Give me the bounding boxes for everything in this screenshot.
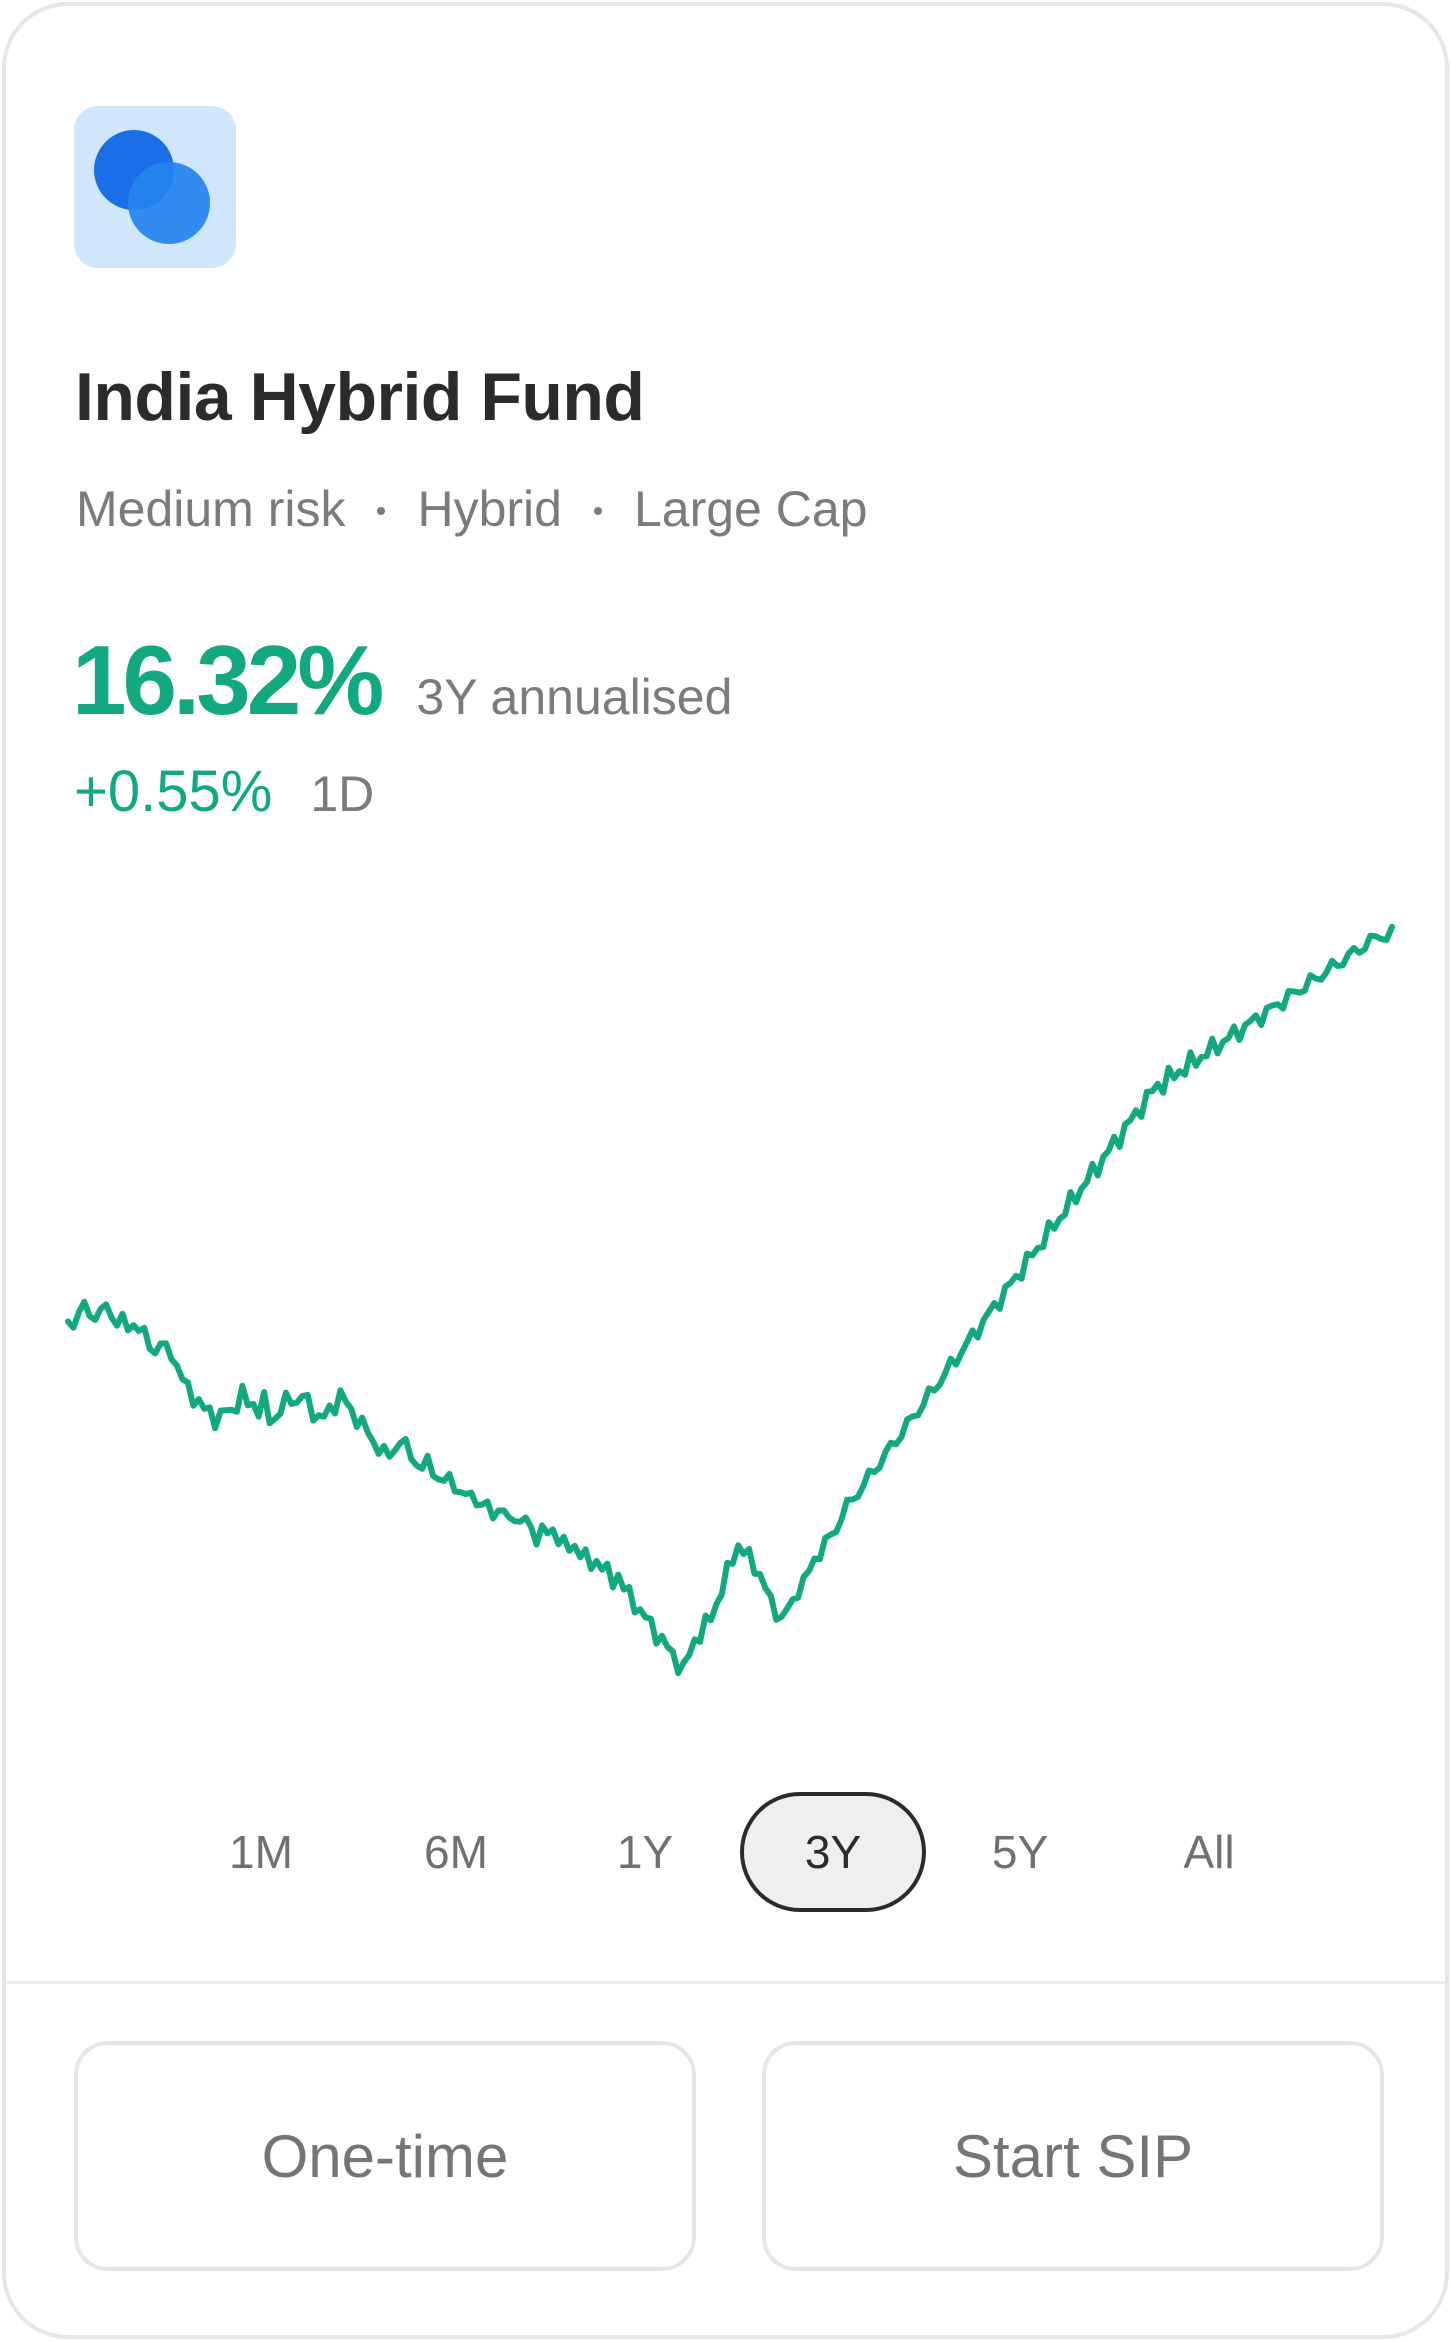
cap-tag: Large Cap <box>633 481 868 537</box>
category-tag: Hybrid <box>417 481 562 537</box>
annualised-return-label: 3Y annualised <box>416 669 733 725</box>
fund-logo-icon <box>74 106 236 268</box>
performance-chart <box>6 6 1445 2335</box>
actions-divider <box>6 1981 1445 1984</box>
range-tab-5y[interactable]: 5Y <box>991 1826 1049 1878</box>
separator-dot-icon <box>377 507 386 515</box>
annualised-return-value: 16.32% <box>72 625 384 735</box>
risk-tag: Medium risk <box>76 481 346 537</box>
fund-name: India Hybrid Fund <box>75 359 645 435</box>
range-tab-3y[interactable]: 3Y <box>740 1792 926 1912</box>
performance-line-chart <box>65 923 1395 1677</box>
range-tab-1m[interactable]: 1M <box>229 1826 293 1878</box>
annualised-return: 16.32% 3Y annualised <box>72 624 732 737</box>
day-change: +0.55% 1D <box>74 758 374 825</box>
time-range-selector: 1M 6M 1Y 3Y 5Y All <box>6 1792 1445 1912</box>
day-change-value: +0.55% <box>74 759 273 824</box>
separator-dot-icon <box>593 507 602 515</box>
series-line <box>65 923 1395 1677</box>
one-time-button[interactable]: One-time <box>74 2041 696 2271</box>
day-change-label: 1D <box>310 766 375 822</box>
range-tab-1y[interactable]: 1Y <box>616 1826 674 1878</box>
fund-tags: Medium risk Hybrid Large Cap <box>76 480 867 538</box>
range-tab-6m[interactable]: 6M <box>424 1826 488 1878</box>
start-sip-button[interactable]: Start SIP <box>762 2041 1384 2271</box>
range-tab-all[interactable]: All <box>1183 1826 1235 1878</box>
